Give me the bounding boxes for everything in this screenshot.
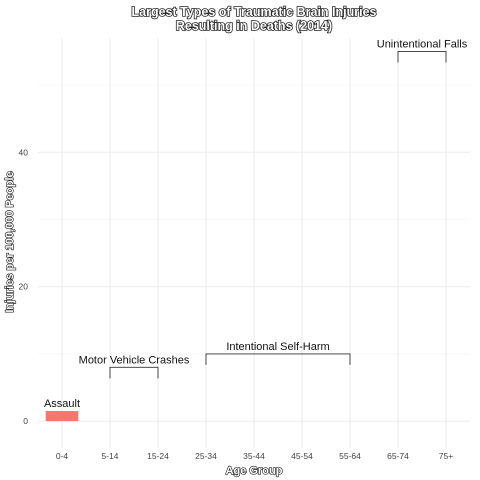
y-axis-title: Injuries per 100,000 People [4, 171, 16, 312]
bars [45, 411, 79, 422]
annotation-label: Motor Vehicle Crashes [79, 354, 190, 366]
chart-title-line-2: Resulting in Deaths (2014) [176, 19, 332, 33]
grid [38, 38, 470, 448]
chart-title-line-1: Largest Types of Traumatic Brain Injurie… [132, 5, 377, 19]
annotation-bracket [397, 50, 447, 63]
bar-0-4 [45, 411, 79, 422]
x-tick-label: 65-74 [387, 451, 409, 461]
x-tick-label: 25-34 [195, 451, 217, 461]
x-axis-title: Age Group [226, 465, 283, 477]
tick-labels: 0 20 40 0-4 5-14 15-24 25-34 35-44 45-54 55-64 65-… [19, 147, 454, 461]
annotations: Assault Motor Vehicle Crashes Intentional … [44, 38, 468, 410]
y-tick-label: 40 [19, 147, 29, 157]
annotation-bracket [109, 366, 159, 379]
x-tick-label: 55-64 [339, 451, 361, 461]
x-tick-label: 5-14 [101, 451, 118, 461]
annotation-label: Intentional Self-Harm [226, 341, 329, 353]
y-tick-label: 0 [23, 416, 28, 426]
x-tick-label: 35-44 [243, 451, 265, 461]
annotation-label: Unintentional Falls [377, 38, 468, 50]
x-tick-label: 0-4 [56, 451, 69, 461]
x-tick-label: 75+ [439, 451, 453, 461]
annotation-label: Assault [44, 398, 80, 410]
y-tick-label: 20 [19, 282, 29, 292]
x-tick-label: 45-54 [291, 451, 313, 461]
x-tick-label: 15-24 [147, 451, 169, 461]
annotation-bracket [205, 353, 351, 365]
